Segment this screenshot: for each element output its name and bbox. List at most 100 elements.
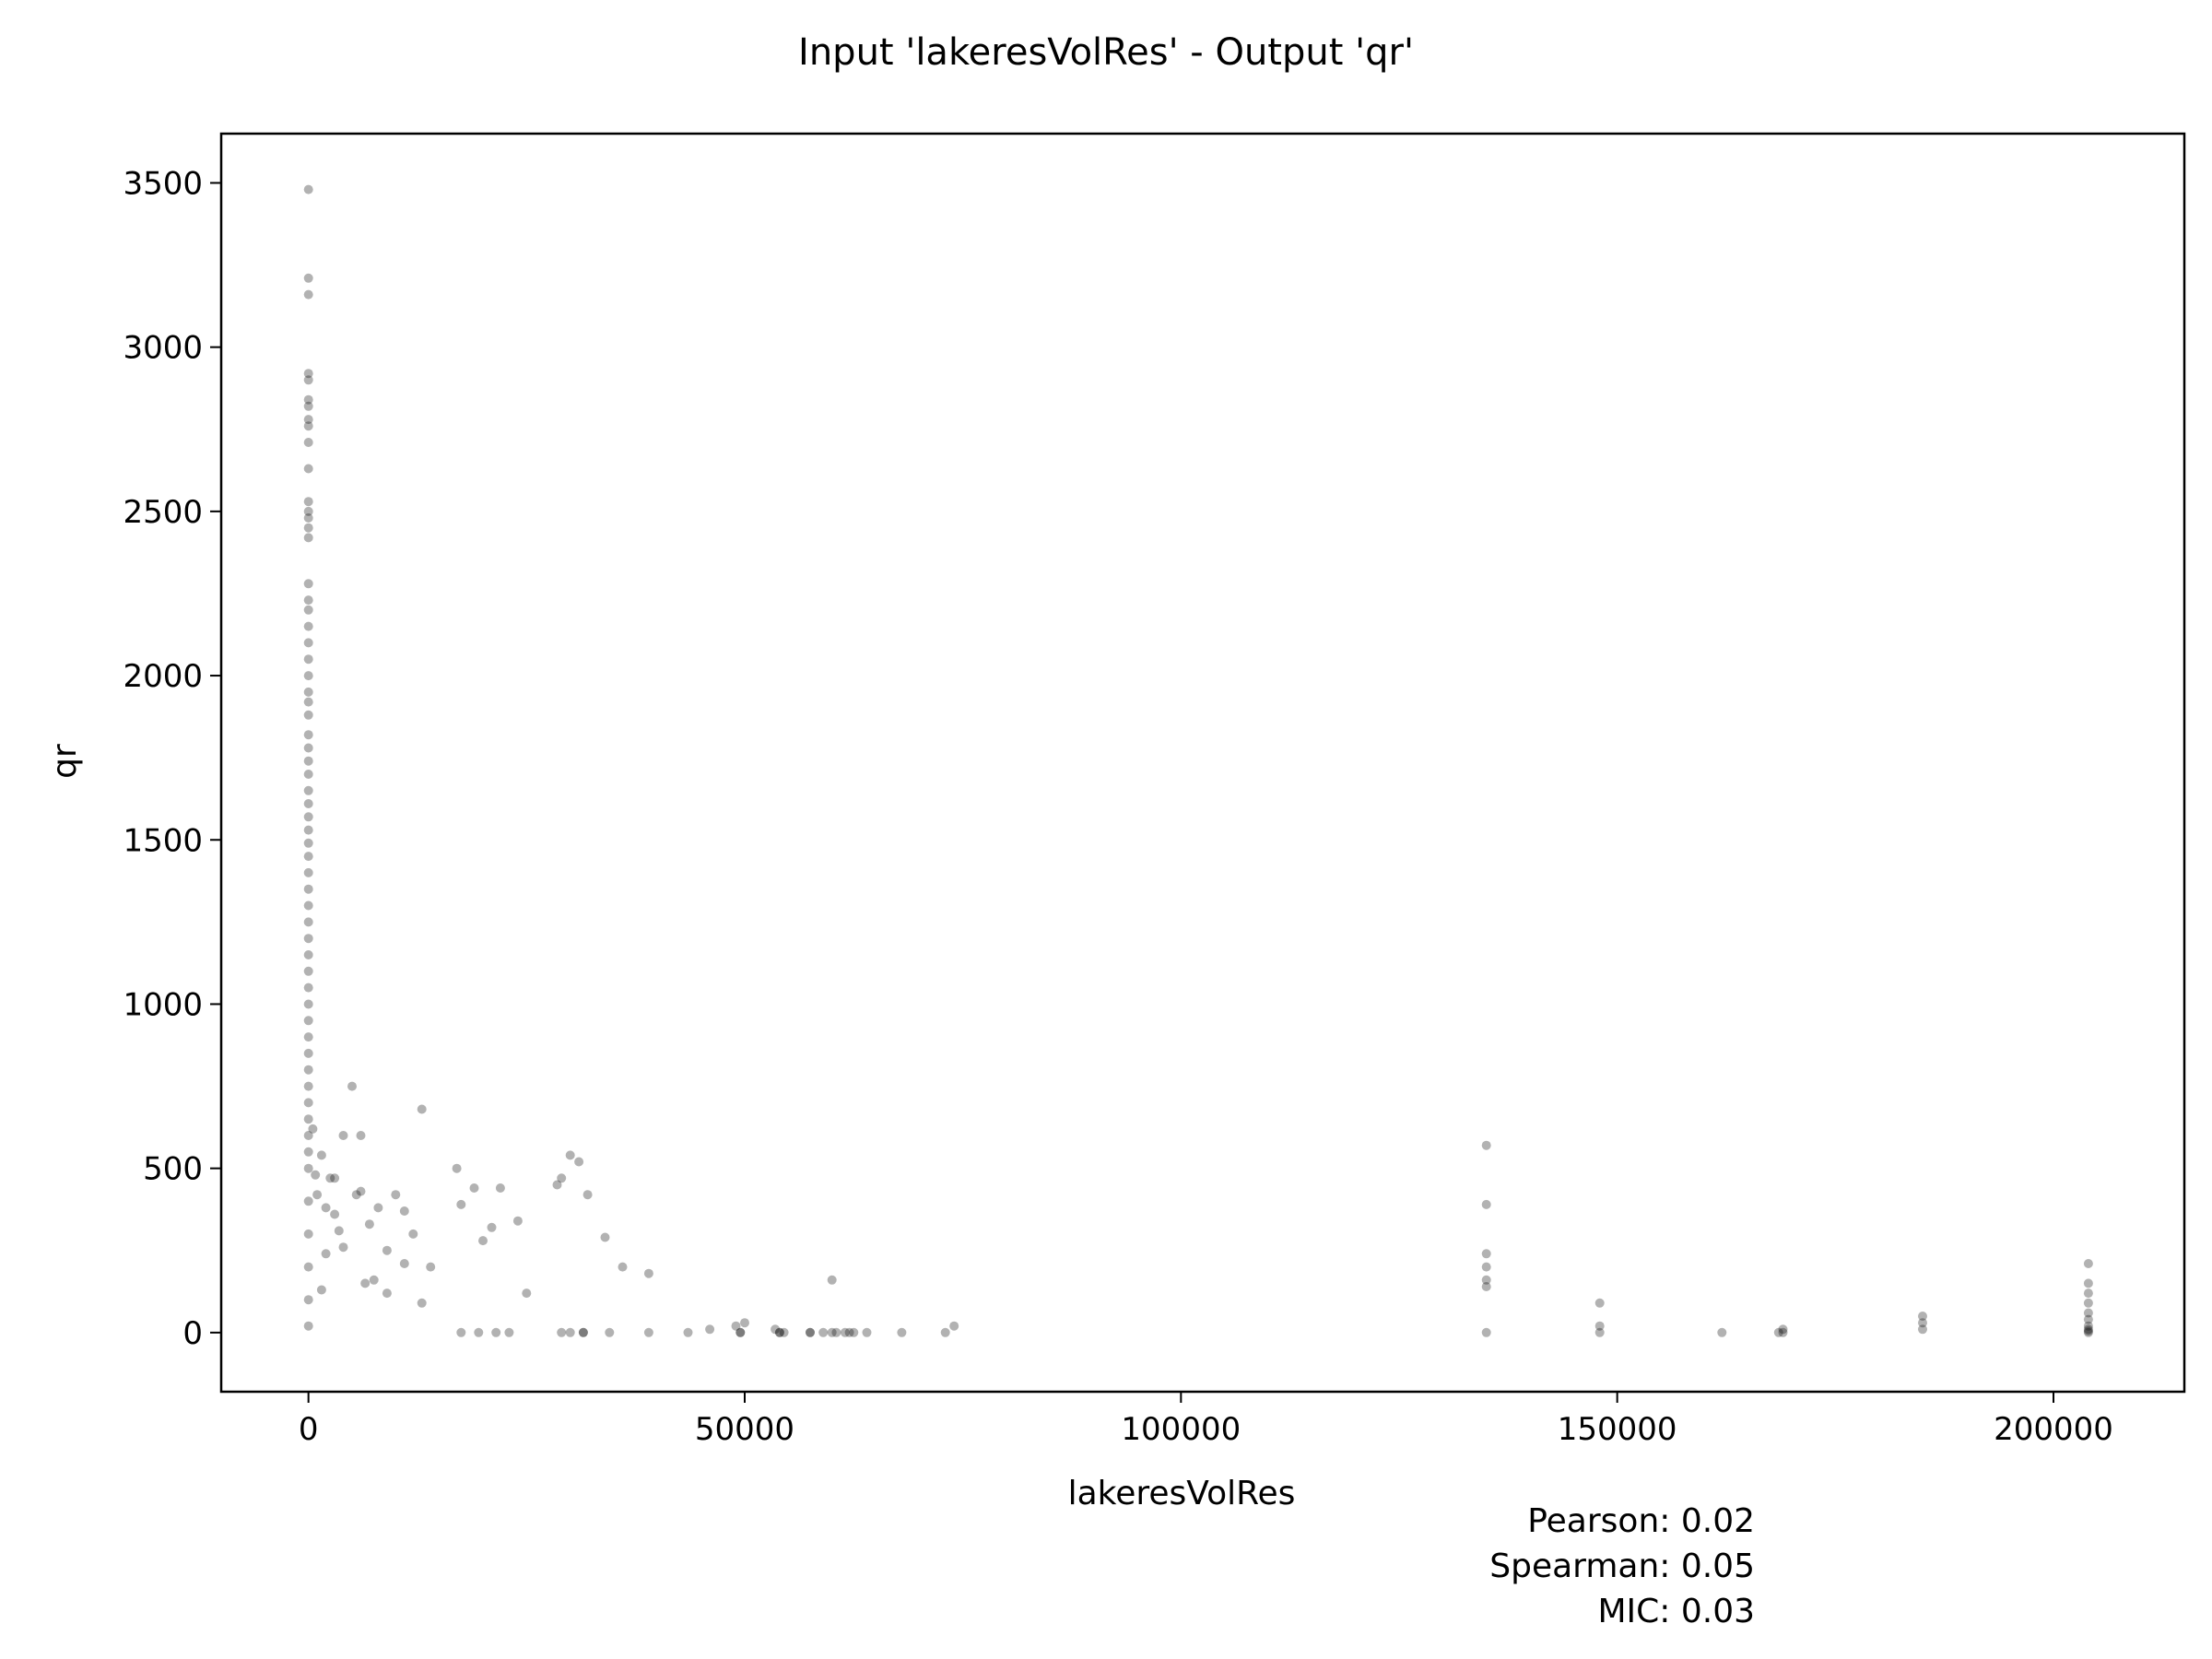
scatter-point <box>474 1327 484 1337</box>
scatter-point <box>1481 1262 1491 1272</box>
y-axis-label: qr <box>46 744 84 779</box>
scatter-point <box>827 1275 837 1285</box>
scatter-point <box>321 1203 331 1213</box>
scatter-point <box>303 654 313 665</box>
scatter-point <box>303 421 313 431</box>
scatter-point <box>303 579 313 589</box>
scatter-point <box>303 1163 313 1173</box>
pearson-stat: Pearson: 0.02 <box>1527 1502 1755 1540</box>
scatter-point <box>391 1190 401 1200</box>
x-tick-label: 50000 <box>695 1411 794 1448</box>
scatter-point <box>2083 1259 2093 1268</box>
scatter-point <box>1918 1312 1927 1321</box>
scatter-point <box>731 1321 741 1331</box>
scatter-point <box>940 1327 950 1337</box>
scatter-point <box>456 1327 466 1337</box>
scatter-point <box>303 884 313 894</box>
scatter-point <box>643 1268 653 1278</box>
scatter-point <box>487 1222 497 1232</box>
scatter-point <box>2083 1278 2093 1288</box>
scatter-point <box>303 934 313 944</box>
scatter-point <box>303 671 313 681</box>
mic-stat: MIC: 0.03 <box>1597 1593 1755 1630</box>
scatter-point <box>303 513 313 523</box>
scatter-point <box>356 1131 366 1140</box>
scatter-point <box>303 756 313 766</box>
scatter-point <box>303 743 313 753</box>
scatter-point <box>303 273 313 283</box>
scatter-point <box>1481 1140 1491 1150</box>
scatter-point <box>303 1131 313 1140</box>
scatter-point <box>303 1196 313 1206</box>
scatter-point <box>325 1173 335 1183</box>
scatter-point <box>806 1327 815 1337</box>
scatter-point <box>557 1173 567 1183</box>
scatter-point <box>417 1298 427 1308</box>
scatter-point <box>1918 1324 1927 1335</box>
y-tick-label: 2000 <box>123 658 203 695</box>
scatter-point <box>408 1229 418 1239</box>
scatter-point <box>312 1190 323 1200</box>
scatter-point <box>360 1278 371 1288</box>
scatter-point <box>1918 1318 1927 1328</box>
scatter-point <box>806 1327 815 1337</box>
scatter-point <box>303 799 313 808</box>
scatter-point <box>303 1229 313 1239</box>
scatter-point <box>1778 1324 1788 1335</box>
scatter-point <box>849 1327 859 1337</box>
y-tick-label: 0 <box>182 1315 203 1352</box>
scatter-point <box>618 1262 628 1272</box>
scatter-point <box>735 1327 746 1337</box>
scatter-point <box>303 533 313 543</box>
scatter-point <box>643 1327 653 1337</box>
scatter-point <box>303 852 313 862</box>
scatter-point <box>1594 1327 1605 1337</box>
scatter-point <box>303 605 313 615</box>
scatter-point <box>1594 1298 1605 1308</box>
scatter-point <box>600 1232 610 1242</box>
scatter-point <box>399 1206 409 1216</box>
scatter-point <box>578 1327 588 1337</box>
scatter-point <box>1778 1327 1788 1337</box>
scatter-point <box>303 785 313 795</box>
scatter-point <box>303 982 313 993</box>
scatter-point <box>399 1259 409 1268</box>
chart-title: Input 'lakeresVolRes' - Output 'qr' <box>798 31 1414 74</box>
scatter-point <box>491 1327 501 1337</box>
scatter-point <box>2083 1321 2093 1331</box>
scatter-point <box>303 838 313 848</box>
scatter-point <box>303 506 313 516</box>
scatter-point <box>303 394 313 405</box>
scatter-point <box>1594 1321 1605 1331</box>
x-tick-label: 150000 <box>1558 1411 1677 1448</box>
plot-area-frame <box>219 132 2186 1394</box>
scatter-point <box>303 401 313 411</box>
scatter-point <box>565 1327 575 1337</box>
scatter-point <box>303 184 313 194</box>
y-tick-label: 500 <box>143 1151 203 1188</box>
scatter-point <box>303 595 313 606</box>
scatter-point <box>426 1262 436 1272</box>
scatter-point <box>1773 1327 1783 1337</box>
scatter-point <box>316 1150 326 1160</box>
scatter-point <box>452 1163 462 1173</box>
scatter-point <box>774 1327 784 1337</box>
scatter-point <box>373 1203 383 1213</box>
scatter-point <box>303 1032 313 1042</box>
scatter-point <box>303 900 313 911</box>
scatter-point <box>2083 1298 2093 1308</box>
scatter-point <box>303 1081 313 1091</box>
scatter-point <box>705 1324 715 1335</box>
scatter-point <box>512 1216 523 1226</box>
scatter-point <box>840 1327 850 1337</box>
scatter-point <box>303 1114 313 1124</box>
scatter-point <box>456 1199 466 1209</box>
scatter-point <box>316 1285 326 1295</box>
scatter-point <box>417 1104 427 1114</box>
scatter-point <box>303 812 313 822</box>
scatter-point <box>683 1327 693 1337</box>
scatter-point <box>308 1124 318 1134</box>
scatter-point <box>303 1048 313 1058</box>
y-tick-label: 2500 <box>123 494 203 531</box>
scatter-point <box>2083 1308 2093 1318</box>
